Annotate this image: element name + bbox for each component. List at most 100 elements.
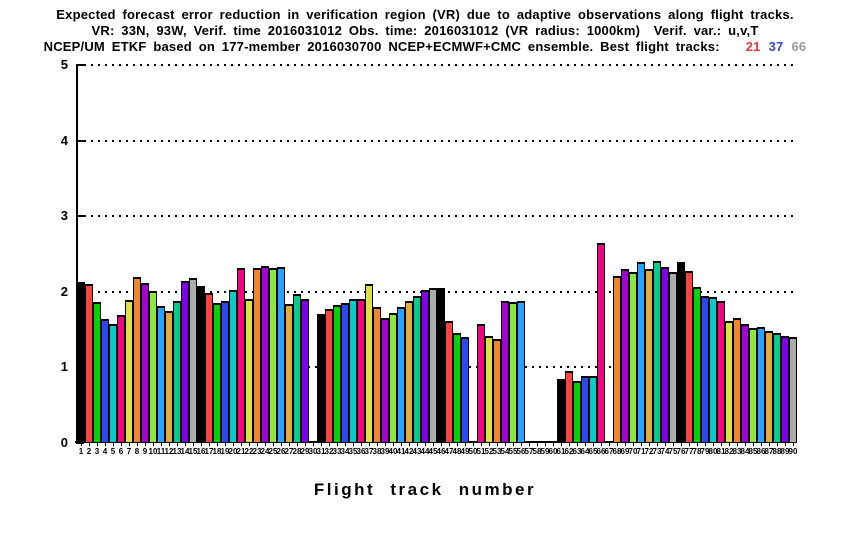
- x-axis-tick: [97, 443, 98, 446]
- x-axis-tick-label: 64: [580, 447, 590, 456]
- x-axis-tick-label: 73: [652, 447, 662, 456]
- bar-track-45: [429, 288, 437, 443]
- x-axis-tick-label: 24: [260, 447, 270, 456]
- x-axis-tick-label: 14: [180, 447, 190, 456]
- x-axis-tick: [513, 443, 514, 446]
- bar-track-66: [597, 243, 605, 443]
- x-axis-tick: [425, 443, 426, 446]
- x-axis-tick-label: 48: [452, 447, 462, 456]
- bar-track-82: [725, 321, 733, 443]
- bar-track-86: [757, 327, 765, 443]
- y-axis-tick: [78, 215, 84, 218]
- x-axis-tick: [769, 443, 770, 446]
- bar-track-8: [133, 277, 141, 443]
- x-axis-tick-label: 75: [668, 447, 678, 456]
- x-axis-tick: [665, 443, 666, 446]
- bar-track-49: [461, 337, 469, 443]
- x-axis-tick-label: 1: [78, 447, 84, 456]
- x-axis-tick-label: 51: [476, 447, 486, 456]
- x-axis-tick: [137, 443, 138, 446]
- bar-track-71: [637, 262, 645, 443]
- x-axis-tick-label: 25: [268, 447, 278, 456]
- x-axis-tick-label: 2: [86, 447, 92, 456]
- bar-track-44: [421, 290, 429, 443]
- bar-track-75: [669, 272, 677, 443]
- bar-track-11: [157, 306, 165, 443]
- x-axis-tick: [337, 443, 338, 446]
- x-axis-tick: [705, 443, 706, 446]
- x-axis-tick: [265, 443, 266, 446]
- best-track-number: 66: [791, 39, 807, 54]
- x-axis-tick-label: 49: [460, 447, 470, 456]
- x-axis-tick-label: 60: [548, 447, 558, 456]
- x-axis-tick-label: 83: [732, 447, 742, 456]
- bar-track-81: [717, 301, 725, 443]
- bar-track-12: [165, 311, 173, 443]
- bar-track-36: [357, 299, 365, 443]
- x-axis-tick-label: 26: [276, 447, 286, 456]
- x-axis-tick: [649, 443, 650, 446]
- bar-track-26: [277, 267, 285, 443]
- x-axis-tick: [297, 443, 298, 446]
- x-axis-tick: [185, 443, 186, 446]
- x-axis-tick: [233, 443, 234, 446]
- x-axis-tick-label: 85: [748, 447, 758, 456]
- x-axis-tick: [201, 443, 202, 446]
- x-axis-tick: [161, 443, 162, 446]
- x-axis-tick-label: 69: [620, 447, 630, 456]
- bar-track-33: [333, 305, 341, 443]
- x-axis-tick: [441, 443, 442, 446]
- x-axis-tick: [521, 443, 522, 446]
- bar-track-5: [109, 324, 117, 443]
- x-axis-tick-label: 17: [204, 447, 214, 456]
- x-axis-tick: [209, 443, 210, 446]
- x-axis-tick: [537, 443, 538, 446]
- x-axis-tick-label: 34: [340, 447, 350, 456]
- x-axis-tick: [129, 443, 130, 446]
- y-axis-tick: [78, 64, 84, 66]
- x-axis-tick-label: 66: [596, 447, 606, 456]
- x-axis-tick-label: 54: [500, 447, 510, 456]
- x-axis-tick-label: 10: [148, 447, 158, 456]
- x-axis-tick-label: 84: [740, 447, 750, 456]
- x-axis-tick-label: 9: [142, 447, 148, 456]
- bar-track-37: [365, 284, 373, 443]
- bar-track-61: [557, 379, 565, 443]
- x-axis-tick: [361, 443, 362, 446]
- gridline: [84, 139, 795, 142]
- x-axis-tick-label: 7: [126, 447, 132, 456]
- x-axis-tick: [761, 443, 762, 446]
- x-axis-tick: [249, 443, 250, 446]
- x-axis-tick-label: 53: [492, 447, 502, 456]
- bar-track-63: [573, 381, 581, 443]
- x-axis-tick: [105, 443, 106, 446]
- x-axis-tick: [321, 443, 322, 446]
- best-flight-track-numbers: 21 37 66: [720, 40, 807, 54]
- x-axis-title: Flight track number: [313, 480, 537, 499]
- x-axis-tick: [545, 443, 546, 446]
- bar-track-23: [253, 268, 261, 443]
- y-axis-line: [76, 64, 78, 444]
- bar-track-77: [685, 271, 693, 443]
- x-axis-tick: [641, 443, 642, 446]
- x-axis-tick-label: 8: [134, 447, 140, 456]
- bar-track-88: [773, 333, 781, 443]
- x-axis-tick: [153, 443, 154, 446]
- x-axis-tick-label: 6: [118, 447, 124, 456]
- x-axis-tick: [657, 443, 658, 446]
- bar-track-29: [301, 299, 309, 443]
- x-axis-tick-label: 19: [220, 447, 230, 456]
- y-axis-tick-label: 0: [60, 435, 68, 450]
- bar-track-65: [589, 376, 597, 443]
- x-axis-tick-label: 23: [252, 447, 262, 456]
- bar-track-21: [237, 268, 245, 443]
- bar-track-85: [749, 328, 757, 443]
- x-axis-tick-label: 41: [396, 447, 406, 456]
- x-axis-tick-label: 32: [324, 447, 334, 456]
- x-axis-tick: [81, 443, 82, 446]
- x-axis-tick: [489, 443, 490, 446]
- bar-track-24: [261, 266, 269, 443]
- best-track-number: 37: [768, 39, 784, 54]
- bar-track-79: [701, 296, 709, 443]
